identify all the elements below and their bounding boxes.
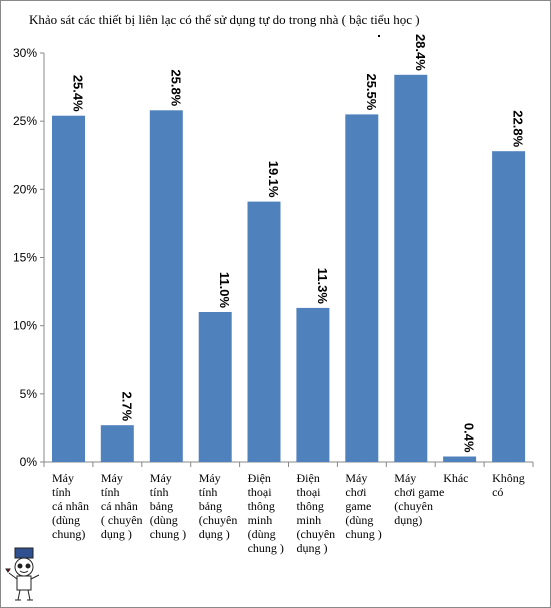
chart-title: Khảo sát các thiết bị liên lạc có thể sử…	[29, 12, 420, 27]
bar	[149, 110, 183, 463]
category-label: Máy	[345, 471, 367, 485]
category-label: chơi game	[394, 485, 444, 499]
category-label: tính	[199, 485, 218, 499]
category-label: Máy	[199, 471, 221, 485]
category-label: Máy	[101, 471, 123, 485]
category-label: (dùng	[150, 513, 178, 527]
category-label: bảng	[150, 499, 173, 513]
y-tick-label: 0%	[20, 455, 38, 469]
bar	[52, 115, 85, 462]
category-label: tính	[150, 485, 169, 499]
category-label: thoại	[248, 485, 273, 499]
bar	[100, 425, 134, 462]
category-label: thông	[297, 499, 324, 513]
category-label: (dùng	[345, 513, 373, 527]
bar	[198, 312, 232, 462]
bar	[492, 151, 526, 462]
y-tick-label: 25%	[13, 114, 37, 128]
category-label: cá nhân	[101, 499, 138, 513]
category-label: dụng )	[297, 541, 328, 555]
y-tick-label: 20%	[13, 182, 37, 196]
mascot-icon	[5, 547, 40, 601]
data-label: 11.0%	[217, 272, 232, 309]
data-label: 25.8%	[168, 69, 183, 106]
category-label: dụng )	[101, 527, 132, 541]
data-label: 25.5%	[364, 73, 379, 110]
category-label: chung )	[345, 527, 381, 541]
data-label: 22.8%	[511, 110, 526, 147]
data-label: 11.3%	[315, 268, 330, 305]
category-label: thông	[248, 499, 275, 513]
category-label: minh	[297, 513, 322, 527]
category-label: Không	[492, 471, 525, 485]
category-label: tính	[52, 485, 71, 499]
category-label: chơi	[345, 485, 367, 499]
data-label: 0.4%	[462, 423, 477, 453]
category-label: cá nhân	[52, 499, 89, 513]
y-tick-label: 30%	[13, 46, 37, 60]
data-label: 28.4%	[413, 34, 428, 71]
category-label: tính	[101, 485, 120, 499]
category-label: ( chuyên	[101, 513, 143, 527]
category-label: (dùng	[52, 513, 80, 527]
data-label: 2.7%	[119, 392, 134, 422]
category-label: chung)	[52, 527, 85, 541]
category-label: (dùng	[248, 527, 276, 541]
category-label: Máy	[150, 471, 172, 485]
y-tick-label: 5%	[20, 387, 38, 401]
category-label: dụng)	[394, 513, 422, 527]
category-label: minh	[248, 513, 273, 527]
category-label: Máy	[394, 471, 416, 485]
category-label: dụng )	[199, 527, 230, 541]
bar	[296, 307, 330, 462]
category-label: chung )	[248, 541, 284, 555]
category-label: có	[492, 485, 503, 499]
y-tick-label: 10%	[13, 319, 37, 333]
y-tick-label: 15%	[13, 251, 37, 265]
category-label: (chuyên	[199, 513, 238, 527]
category-label: game	[345, 499, 371, 513]
category-label: (chuyên	[394, 499, 433, 513]
data-label: 25.4%	[70, 75, 85, 112]
category-label: bảng	[199, 499, 222, 513]
category-label: Khác	[443, 471, 468, 485]
bar	[247, 201, 281, 462]
stray-dot	[378, 35, 380, 37]
category-label: Điện	[248, 471, 271, 485]
data-label: 19.1%	[266, 161, 281, 198]
category-label: chung )	[150, 527, 186, 541]
bar	[443, 456, 477, 462]
category-label: Máy	[52, 471, 74, 485]
bar	[394, 74, 428, 463]
bar	[345, 114, 379, 463]
category-label: Điện	[297, 471, 320, 485]
category-label: thoại	[297, 485, 322, 499]
category-label: (chuyên	[297, 527, 336, 541]
